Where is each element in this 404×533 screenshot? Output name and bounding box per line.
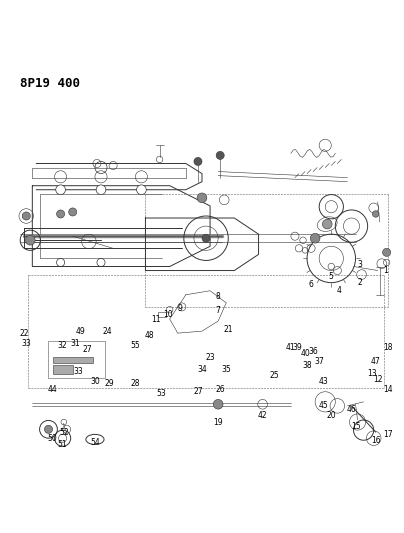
Text: 51: 51 [58, 440, 67, 449]
Text: 42: 42 [258, 411, 267, 421]
Text: 20: 20 [326, 411, 336, 421]
Text: 37: 37 [314, 357, 324, 366]
Text: 14: 14 [383, 385, 393, 394]
Text: 25: 25 [270, 371, 280, 380]
Text: 55: 55 [130, 341, 140, 350]
Circle shape [383, 248, 391, 256]
Text: 24: 24 [102, 327, 112, 336]
Circle shape [96, 185, 106, 195]
Circle shape [322, 219, 332, 229]
Bar [53, 366, 73, 374]
Text: 6: 6 [309, 280, 314, 289]
Text: 11: 11 [151, 314, 160, 324]
Text: 27: 27 [82, 345, 92, 354]
Text: 18: 18 [383, 343, 393, 352]
Circle shape [213, 399, 223, 409]
Text: 8P19 400: 8P19 400 [20, 77, 80, 90]
Text: 46: 46 [347, 406, 356, 415]
Circle shape [69, 208, 77, 216]
Text: 31: 31 [70, 339, 80, 348]
Text: 47: 47 [371, 357, 381, 366]
Text: 33: 33 [21, 339, 31, 348]
Text: 28: 28 [130, 379, 140, 388]
Text: 43: 43 [318, 377, 328, 386]
Text: 41: 41 [286, 343, 296, 352]
Text: 8: 8 [216, 292, 221, 301]
Text: 40: 40 [300, 349, 310, 358]
Text: 44: 44 [48, 385, 57, 394]
Text: 3: 3 [357, 260, 362, 269]
Text: 53: 53 [157, 389, 166, 398]
Circle shape [310, 233, 320, 243]
Text: 50: 50 [48, 434, 57, 443]
Text: 23: 23 [205, 353, 215, 362]
Circle shape [44, 425, 53, 433]
Circle shape [25, 236, 35, 245]
Text: 12: 12 [373, 375, 383, 384]
Text: 29: 29 [104, 379, 114, 388]
Text: 39: 39 [292, 343, 302, 352]
Text: 9: 9 [177, 304, 182, 313]
Bar [48, 341, 105, 377]
Text: 32: 32 [58, 341, 67, 350]
Text: 13: 13 [367, 369, 377, 378]
Text: 4: 4 [337, 286, 342, 295]
Text: 49: 49 [76, 327, 86, 336]
Circle shape [372, 211, 379, 217]
Text: 19: 19 [213, 417, 223, 426]
Text: 2: 2 [357, 278, 362, 287]
Text: 7: 7 [216, 306, 221, 316]
Circle shape [137, 185, 146, 195]
Circle shape [56, 185, 65, 195]
Text: 17: 17 [383, 430, 393, 439]
Text: 1: 1 [383, 266, 388, 275]
Circle shape [202, 234, 210, 243]
Text: 22: 22 [19, 329, 29, 338]
Circle shape [216, 151, 224, 159]
Text: 36: 36 [308, 347, 318, 356]
Circle shape [22, 212, 30, 220]
Text: 16: 16 [371, 435, 381, 445]
Text: 26: 26 [215, 385, 225, 394]
Circle shape [194, 157, 202, 166]
Text: 48: 48 [145, 330, 154, 340]
Circle shape [57, 210, 65, 218]
Text: 45: 45 [318, 401, 328, 410]
Circle shape [197, 193, 207, 203]
Text: 54: 54 [90, 438, 100, 447]
Bar [158, 312, 166, 317]
Text: 34: 34 [197, 365, 207, 374]
Text: 30: 30 [90, 377, 100, 386]
Text: 27: 27 [193, 387, 203, 396]
Text: 35: 35 [221, 365, 231, 374]
Text: 33: 33 [74, 367, 84, 376]
Text: 21: 21 [223, 325, 233, 334]
Text: 38: 38 [302, 361, 312, 370]
Text: 10: 10 [163, 311, 173, 319]
Text: 52: 52 [60, 427, 69, 437]
Text: 15: 15 [351, 422, 360, 431]
Text: 5: 5 [329, 272, 334, 281]
Bar [53, 358, 93, 364]
